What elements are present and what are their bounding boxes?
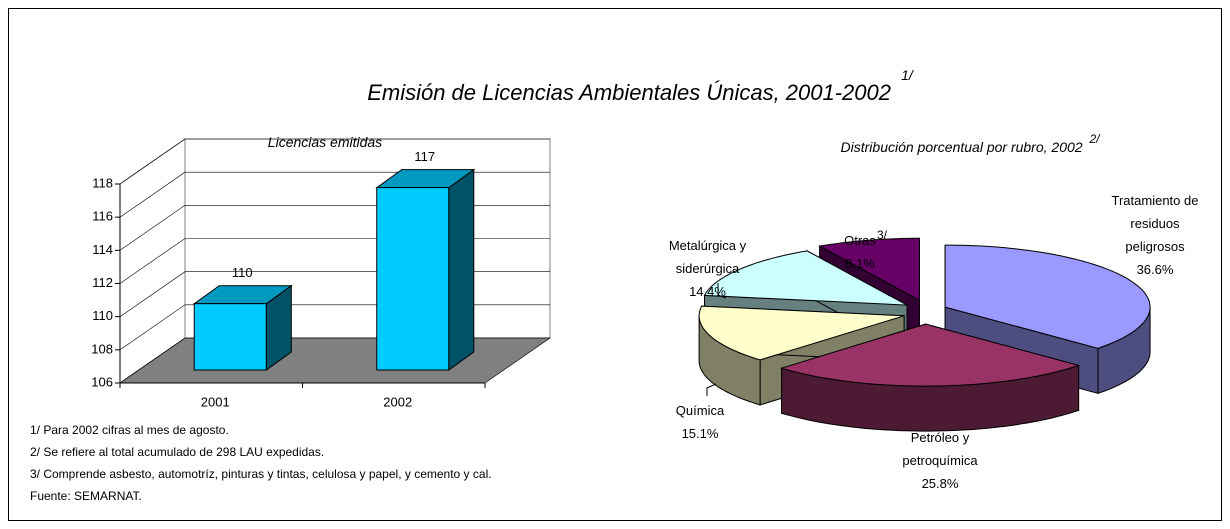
slice-label: Otras — [844, 233, 876, 248]
slice — [944, 244, 1151, 349]
title-block: Emisión de Licencias Ambientales Únicas,… — [0, 67, 1230, 106]
value-label: 110 — [232, 265, 253, 280]
title-note: 1/ — [901, 67, 913, 83]
y-tick-label: 106 — [91, 374, 113, 389]
slice-value-label: 36.6% — [1136, 262, 1174, 277]
x-tick-label: 2002 — [383, 394, 412, 409]
leader-line — [717, 283, 727, 299]
pie-title: Distribución porcentual por rubro, 2002 — [840, 139, 1083, 155]
floor — [119, 337, 551, 384]
slice — [779, 323, 1081, 387]
y-tick-label: 112 — [92, 275, 113, 290]
slice-value-label: 15.1% — [681, 426, 719, 441]
note: 2/ Se refiere al total acumulado de 298 … — [30, 445, 325, 459]
slice — [818, 237, 920, 302]
notes: 1/ Para 2002 cifras al mes de agosto. 2/… — [30, 419, 575, 507]
y-tick-label: 114 — [92, 242, 113, 257]
bar — [376, 187, 450, 371]
x-tick-label: 2001 — [201, 394, 230, 409]
pie-title-note: 2/ — [1089, 132, 1100, 146]
y-tick-label: 118 — [92, 175, 113, 190]
slice-note: 3/ — [877, 228, 888, 242]
slice-label: Tratamiento de residuos peligrosos — [1111, 193, 1199, 254]
slice-value-label: 8.1% — [845, 256, 875, 271]
chart-title: Emisión de Licencias Ambientales Únicas,… — [367, 80, 891, 105]
slice-label: Metalúrgica y siderúrgica — [668, 238, 747, 276]
bar-title: Licencias emitidas — [267, 134, 383, 150]
note: 3/ Comprende asbesto, automotríz, pintur… — [30, 467, 492, 481]
slice — [698, 305, 905, 361]
bar-side — [448, 168, 475, 371]
y-tick-label: 108 — [91, 341, 113, 356]
slice-label: Petróleo y petroquímica — [902, 430, 978, 468]
bar — [193, 303, 267, 371]
slice — [703, 250, 908, 306]
note: Fuente: SEMARNAT. — [30, 489, 142, 503]
note: 1/ Para 2002 cifras al mes de agosto. — [30, 423, 229, 437]
slice-value-label: 14.4% — [689, 284, 726, 299]
y-tick-label: 110 — [92, 308, 113, 323]
leader-line — [706, 383, 717, 396]
pie-title-block: Distribución porcentual por rubro, 2002 … — [760, 132, 1180, 155]
slice-value-label: 25.8% — [921, 476, 959, 491]
grid-line — [119, 138, 550, 185]
y-tick-label: 116 — [92, 209, 113, 224]
slice-label: Química — [675, 403, 725, 418]
frame — [8, 8, 1222, 521]
value-label: 117 — [414, 149, 435, 164]
